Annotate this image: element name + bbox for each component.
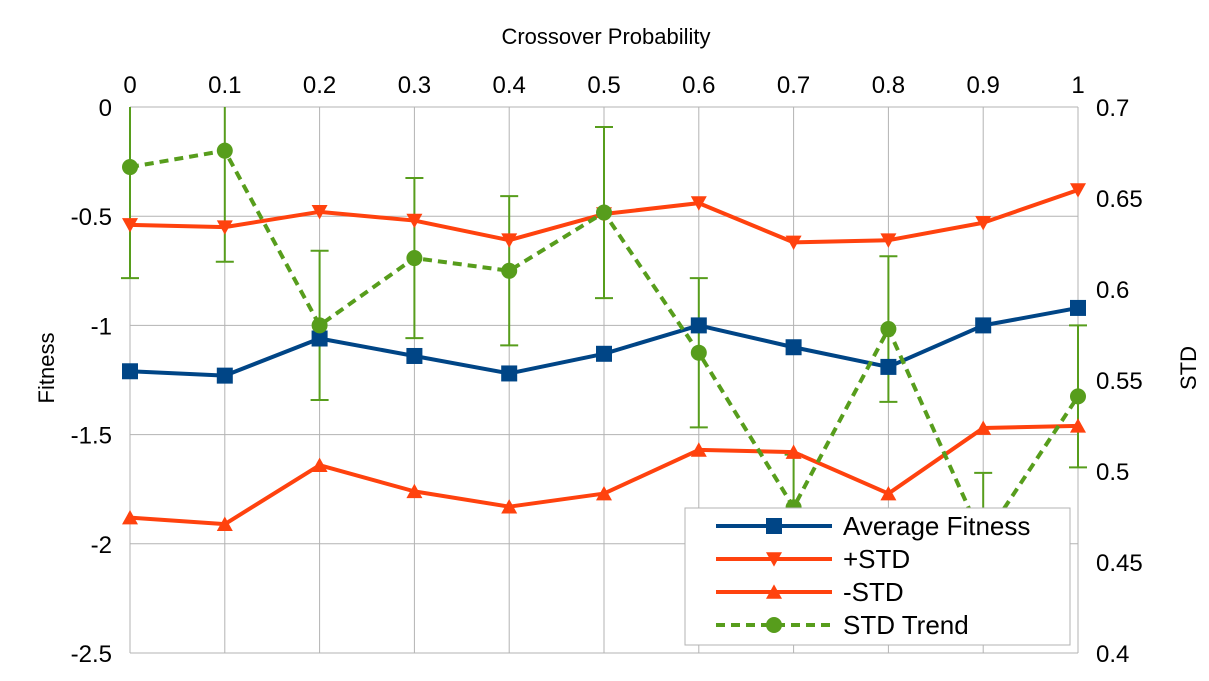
average-fitness-point (880, 358, 897, 375)
average-fitness-point (311, 330, 328, 347)
average-fitness-point (216, 367, 233, 384)
series-markers (122, 142, 1086, 549)
std-trend-point (880, 321, 897, 338)
x-tick-label: 0.3 (398, 72, 431, 99)
y-tick-label: -1.5 (71, 423, 112, 450)
legend-minus-std-marker (766, 584, 782, 599)
x-tick-label: 0.5 (587, 72, 620, 99)
y2-tick-label: 0.45 (1096, 550, 1143, 577)
plus-std-point (1070, 183, 1086, 198)
y-tick-label: 0 (99, 95, 112, 122)
legend-std-trend-marker (766, 617, 782, 633)
std-trend-point (501, 262, 518, 279)
x-tick-label: 0.2 (303, 72, 336, 99)
plus-std-point (216, 220, 233, 235)
plus-std-point (690, 196, 707, 211)
x-tick-label: 0.9 (967, 72, 1000, 99)
x-tick-label: 0.7 (777, 72, 810, 99)
y2-tick-label: 0.6 (1096, 277, 1129, 304)
x-tick-label: 0.1 (208, 72, 241, 99)
minus-std-point (785, 444, 802, 459)
y2-tick-labels: 0.7 0.65 0.6 0.55 0.5 0.45 0.4 (1096, 95, 1143, 668)
y-tick-label: -1 (91, 313, 112, 340)
minus-std-point (216, 516, 233, 531)
plus-std-point (785, 235, 802, 251)
y2-axis-title: STD (1176, 346, 1201, 390)
minus-std-point (122, 509, 138, 525)
y2-tick-label: 0.4 (1096, 641, 1129, 668)
y-tick-label: -2.5 (71, 641, 112, 668)
plus-std-point (501, 233, 518, 248)
average-fitness-point (1070, 299, 1086, 316)
y2-tick-label: 0.65 (1096, 186, 1143, 213)
minus-std-point (596, 485, 612, 501)
minus-std-point (880, 485, 897, 501)
minus-std-point (1070, 418, 1086, 433)
average-fitness-point (406, 347, 423, 364)
x-tick-label: 0 (123, 72, 136, 99)
legend-std-trend-label: STD Trend (843, 610, 969, 640)
std-trend-point (690, 344, 707, 361)
plus-std-point (311, 205, 328, 220)
plus-std-point (975, 215, 992, 231)
average-fitness-point (122, 363, 138, 380)
std-trend-point (216, 142, 233, 159)
plus-std-point (880, 233, 897, 248)
x-axis-title: Crossover Probability (501, 24, 710, 49)
legend-average-fitness-label: Average Fitness (843, 511, 1030, 541)
legend-plus-std-marker (766, 552, 782, 567)
x-tick-label: 1 (1071, 72, 1084, 99)
average-fitness-point (501, 365, 518, 382)
y-tick-labels: 0 -0.5 -1 -1.5 -2 -2.5 (71, 95, 112, 668)
average-fitness-point (785, 339, 802, 356)
average-fitness-point (596, 345, 612, 362)
y2-tick-label: 0.7 (1096, 95, 1129, 122)
y-tick-label: -0.5 (71, 204, 112, 231)
minus-std-point (690, 442, 707, 457)
minus-std-point (311, 457, 328, 472)
legend-box (684, 507, 1071, 646)
std-trend-point (122, 159, 138, 176)
y2-tick-label: 0.5 (1096, 459, 1129, 486)
std-trend-point (596, 204, 612, 221)
y-axis-title: Fitness (34, 333, 59, 404)
std-trend-point (311, 317, 328, 334)
std-trend-point (406, 250, 423, 267)
legend-plus-std-label: +STD (843, 544, 910, 574)
minus-std-point (975, 420, 992, 435)
minus-std-point (501, 499, 518, 514)
x-tick-labels: 0 0.1 0.2 0.3 0.4 0.5 0.6 0.7 0.8 0.9 1 (123, 72, 1084, 99)
average-fitness-point (975, 317, 992, 334)
x-tick-label: 0.8 (872, 72, 905, 99)
minus-std-point (406, 483, 423, 499)
y2-tick-label: 0.55 (1096, 368, 1143, 395)
legend-minus-std-label: -STD (843, 577, 904, 607)
x-tick-label: 0.4 (493, 72, 526, 99)
std-trend-point (1070, 388, 1086, 405)
plus-std-point (122, 218, 138, 233)
plus-std-point (406, 213, 423, 229)
average-fitness-point (690, 317, 707, 334)
y-tick-label: -2 (91, 532, 112, 559)
x-tick-label: 0.6 (682, 72, 715, 99)
legend-average-fitness-marker (766, 518, 782, 534)
